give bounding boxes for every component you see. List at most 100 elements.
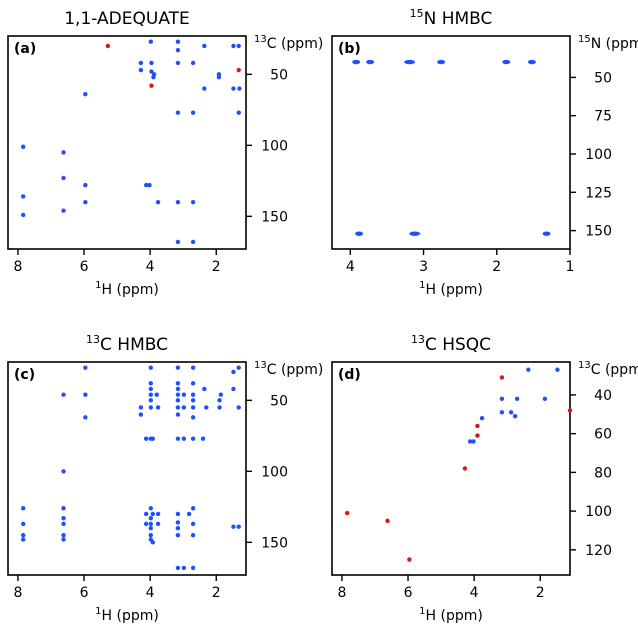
peak-positive — [143, 521, 149, 527]
peak-positive — [175, 398, 181, 403]
peak-positive — [175, 386, 181, 392]
y-tick-label: 150 — [261, 209, 288, 225]
peak-positive — [204, 405, 209, 410]
plot-frame — [331, 361, 571, 576]
peak-negative — [499, 375, 505, 380]
panel-title: 15N HMBC — [410, 7, 493, 29]
peak-negative — [407, 557, 412, 562]
peak-positive — [147, 182, 152, 188]
peak-positive — [190, 110, 196, 115]
peak-positive — [190, 533, 196, 538]
peak-positive — [21, 506, 26, 511]
peak-positive — [231, 369, 236, 375]
peak-negative — [236, 67, 241, 73]
y-tick-label: 100 — [261, 138, 288, 154]
peak-positive — [190, 565, 196, 571]
peak-positive — [202, 86, 207, 91]
y-axis-label: 13C (ppm) — [578, 360, 638, 378]
peak-positive — [190, 405, 196, 410]
peak-positive — [555, 367, 560, 372]
peak-positive — [237, 86, 242, 91]
x-tick-label: 6 — [404, 585, 413, 601]
peak-positive — [175, 365, 181, 370]
peak-positive — [138, 67, 144, 73]
y-tick-label: 125 — [585, 185, 612, 201]
peak-positive — [143, 182, 149, 188]
x-axis-label: 1H (ppm) — [419, 280, 483, 298]
peak-positive — [471, 439, 476, 444]
peak-positive — [175, 405, 181, 410]
peak-positive — [143, 511, 149, 517]
peak-positive — [138, 412, 144, 417]
peak-positive — [150, 436, 155, 441]
peak-positive — [190, 199, 196, 205]
peak-positive — [83, 182, 88, 188]
peak-positive — [190, 506, 196, 511]
peak-negative — [105, 43, 111, 49]
peak-positive — [467, 439, 473, 444]
y-tick-label: 100 — [261, 464, 288, 480]
peak-positive — [155, 405, 161, 410]
x-axis-label: 1H (ppm) — [95, 606, 159, 624]
x-tick-label: 4 — [470, 585, 479, 601]
x-tick-label: 1 — [566, 259, 575, 275]
y-axis-label: 15N (ppm) — [578, 34, 638, 52]
peak-positive — [190, 381, 196, 386]
peak-positive — [150, 511, 155, 517]
peak-negative — [345, 510, 350, 516]
peak-positive — [175, 412, 181, 417]
peak-positive — [542, 396, 548, 401]
peak-positive — [217, 398, 222, 403]
y-tick-label: 60 — [594, 427, 612, 443]
peak-positive — [175, 48, 181, 53]
peak-positive — [61, 516, 66, 521]
y-tick-label: 50 — [270, 67, 288, 83]
peak-positive — [61, 150, 66, 155]
peak-positive — [175, 60, 181, 66]
peak-positive — [148, 386, 153, 392]
peak-positive — [148, 39, 153, 44]
peak-positive — [21, 212, 26, 218]
peak-positive — [61, 469, 66, 474]
peak-positive — [61, 175, 66, 181]
peak-positive — [154, 392, 159, 397]
peak-positive — [236, 43, 241, 49]
panel-a: 1,1-ADEQUATE (a) 8 6 4 2 50 100 150 1H (ppm) 13C (… — [7, 9, 323, 298]
y-tick-label: 50 — [594, 70, 612, 86]
peak-positive — [175, 392, 181, 397]
peak-positive — [83, 415, 88, 420]
peak-positive — [181, 565, 187, 571]
peak-positive — [499, 396, 505, 401]
peak-positive — [21, 537, 26, 542]
panel-title: 13C HMBC — [86, 333, 168, 355]
peak-positive — [83, 392, 88, 397]
peak-positive — [512, 414, 518, 419]
peak-positive — [175, 239, 181, 245]
peak-positive — [190, 239, 196, 245]
peak-negative — [385, 518, 390, 523]
peak-positive — [181, 436, 187, 441]
peak-positive — [148, 398, 153, 403]
y-tick-label: 75 — [594, 109, 612, 125]
peak-positive — [190, 60, 196, 66]
peak-positive — [175, 520, 181, 525]
peak-positive — [150, 540, 155, 545]
peak-positive — [175, 511, 181, 517]
x-tick-label: 8 — [13, 259, 22, 275]
peak-positive — [190, 415, 196, 420]
peak-positive — [527, 59, 536, 65]
peak-positive — [190, 365, 196, 370]
peak-positive — [175, 436, 181, 441]
peak-positive — [21, 533, 26, 538]
peak-positive — [216, 74, 222, 80]
peak-positive — [83, 92, 88, 97]
peak-positive — [508, 410, 514, 415]
peak-positive — [218, 392, 224, 397]
peak-positive — [366, 59, 375, 65]
peak-positive — [190, 521, 196, 527]
peak-positive — [409, 231, 421, 236]
panel-d: 13C HSQC (d) 8 6 4 2 40 60 80 100 120 1H (ppm) 13C (… — [331, 333, 638, 624]
peak-positive — [175, 525, 181, 531]
peak-positive — [148, 506, 153, 511]
